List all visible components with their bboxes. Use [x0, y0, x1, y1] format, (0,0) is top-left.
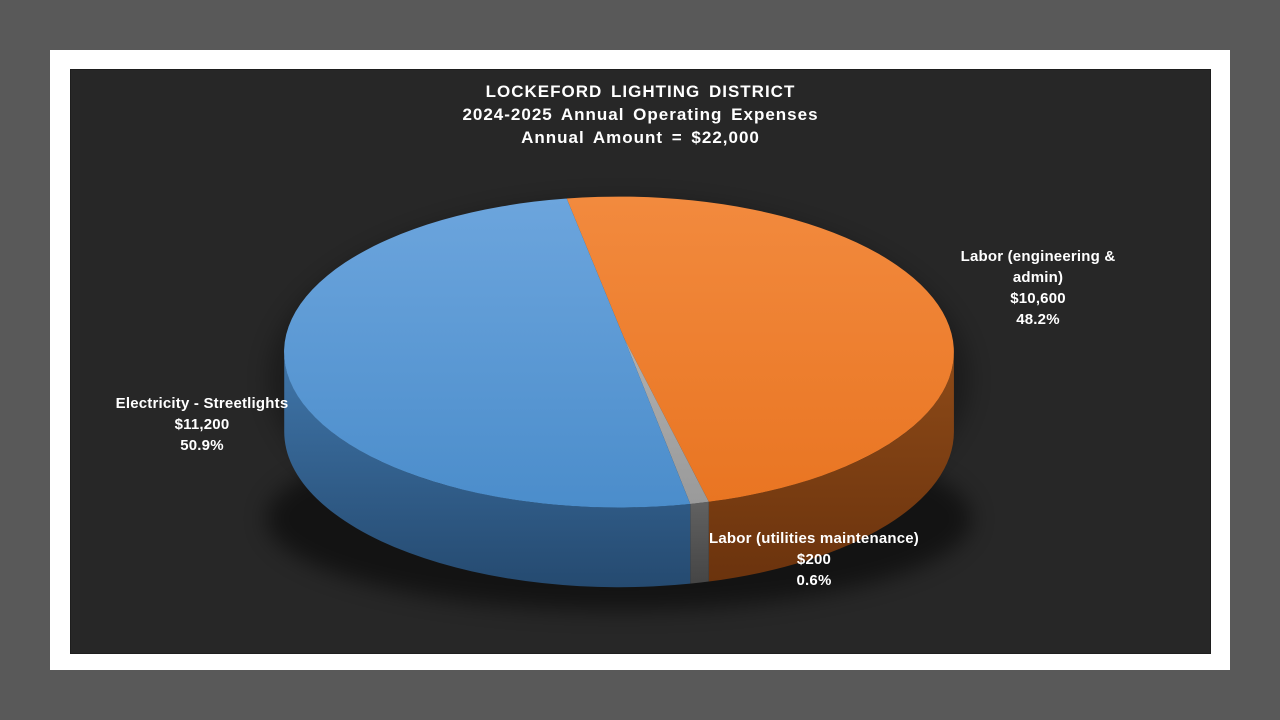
pie-slice-labor-engineering-admin	[566, 196, 954, 502]
slice-amount-label: $10,600	[1010, 290, 1066, 307]
chart-title: LOCKEFORD LIGHTING DISTRICT 2024-2025 An…	[71, 80, 1210, 149]
slice-amount-label: $200	[796, 551, 832, 568]
pie-side-electricity-streetlights	[284, 352, 691, 588]
slice-category-label: Labor (utilities maintenance)	[709, 530, 919, 547]
pie-chart	[266, 196, 972, 611]
chart-panel: LOCKEFORD LIGHTING DISTRICT 2024-2025 An…	[70, 69, 1211, 654]
slice-category-label: Labor (engineering & admin)	[960, 248, 1116, 286]
pie-side-labor-utilities-maintenance	[690, 501, 709, 584]
slice-amount-label: $11,200	[174, 416, 230, 433]
chart-title-line3: Annual Amount = $22,000	[521, 128, 760, 147]
slide: LOCKEFORD LIGHTING DISTRICT 2024-2025 An…	[50, 50, 1230, 670]
pie-side-labor-engineering-admin	[708, 352, 954, 582]
label-electricity-streetlights: Electricity - Streetlights $11,200 50.9%	[116, 393, 289, 456]
slice-category-label: Electricity - Streetlights	[115, 395, 289, 412]
chart-title-line2: 2024-2025 Annual Operating Expenses	[462, 105, 819, 124]
slice-percent-label: 48.2%	[1016, 311, 1060, 328]
slice-percent-label: 0.6%	[796, 572, 832, 589]
label-labor-engineering-admin: Labor (engineering & admin) $10,600 48.2…	[943, 246, 1133, 330]
chart-title-line1: LOCKEFORD LIGHTING DISTRICT	[485, 82, 796, 101]
slice-percent-label: 50.9%	[180, 437, 224, 454]
label-labor-utilities-maintenance: Labor (utilities maintenance) $200 0.6%	[709, 528, 919, 591]
pie-slice-labor-utilities-maintenance	[624, 338, 709, 504]
pie-slice-electricity-streetlights	[284, 198, 691, 508]
